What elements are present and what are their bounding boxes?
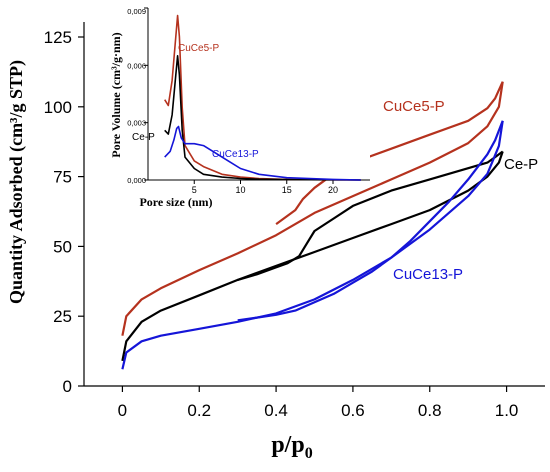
main-x-tick-label: 1.0 <box>495 401 519 420</box>
inset-y-tick-label: 0,009 <box>127 7 146 16</box>
series-line-cuce5p-adsorption <box>121 81 504 336</box>
main-y-axis-title: Quantity Adsorbed (cm³/g STP) <box>6 60 27 304</box>
main-x-tick-label: 0.4 <box>264 401 288 420</box>
inset-plot: 0,000 0,003 0,006 0,009 5 10 15 20 CuCe5-P Ce-P… <box>109 7 370 209</box>
inset-label-cuce13p: CuCe13-P <box>212 149 259 160</box>
main-y-tick-label: 125 <box>44 28 72 47</box>
series-line-cuce13p-adsorption <box>121 120 504 370</box>
main-x-tick-label: 0 <box>118 401 127 420</box>
main-series-labels: CuCe5-P Ce-P CuCe13-P <box>383 98 538 283</box>
x-title-sub: 0 <box>305 445 313 462</box>
main-axes <box>83 22 545 387</box>
main-y-tick-label: 25 <box>53 307 72 326</box>
inset-x-tick-label: 15 <box>282 185 292 195</box>
series-line-cuce13p-desorption <box>237 120 504 322</box>
main-x-tick-label: 0.6 <box>341 401 365 420</box>
main-y-tick-label: 100 <box>44 98 72 117</box>
main-series <box>121 81 504 370</box>
inset-ticks: 0,000 0,003 0,006 0,009 5 10 15 20 <box>127 7 338 195</box>
main-y-tick-label: 0 <box>63 377 72 396</box>
inset-x-tick-label: 5 <box>192 185 197 195</box>
inset-y-axis-title: Pore Volume (cm³/g·nm) <box>109 32 123 157</box>
main-y-tick-label: 75 <box>53 168 72 187</box>
series-label-cuce5p: CuCe5-P <box>383 98 445 115</box>
main-x-tick-label: 0.8 <box>418 401 442 420</box>
inset-x-tick-label: 20 <box>328 185 338 195</box>
main-x-axis-title: p/p0 <box>271 432 312 462</box>
series-line-cep-adsorption <box>121 151 504 362</box>
inset-label-cuce5p: CuCe5-P <box>178 43 219 54</box>
inset-x-axis-title: Pore size (nm) <box>139 195 212 209</box>
main-x-tick-label: 0.2 <box>187 401 211 420</box>
inset-y-tick-label: 0,006 <box>127 61 146 70</box>
inset-series-line-cuce13p <box>164 125 361 181</box>
series-label-cep: Ce-P <box>504 156 538 173</box>
x-title-main: p/p <box>271 432 304 458</box>
inset-series-labels: CuCe5-P Ce-P CuCe13-P <box>132 43 259 160</box>
inset-label-cep: Ce-P <box>132 132 155 143</box>
main-ticks: 0 25 50 75 100 125 0 0.2 0.4 0.6 0.8 1.0 <box>44 28 519 420</box>
inset-series <box>164 14 361 181</box>
series-label-cuce13p: CuCe13-P <box>393 266 463 283</box>
inset-y-tick-label: 0,003 <box>127 119 146 128</box>
inset-x-tick-label: 10 <box>235 185 245 195</box>
inset-y-tick-label: 0,000 <box>127 176 146 185</box>
inset-series-line-cep <box>164 55 361 181</box>
main-y-tick-label: 50 <box>53 237 72 256</box>
